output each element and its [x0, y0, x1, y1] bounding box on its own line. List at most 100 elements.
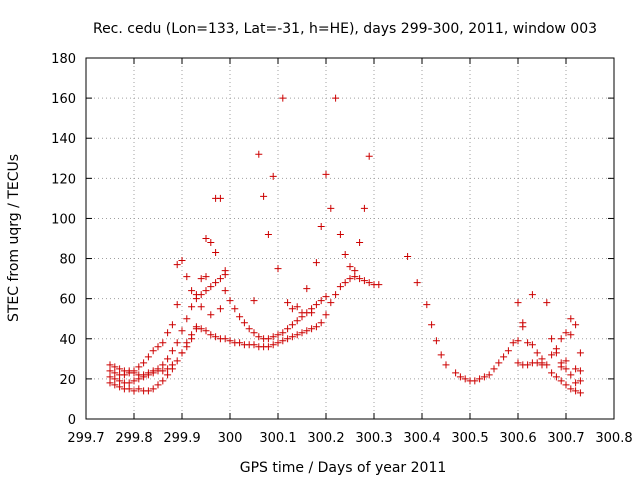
data-point [452, 369, 460, 377]
data-point [149, 385, 157, 393]
data-point [514, 359, 522, 367]
y-tick-label: 100 [51, 212, 76, 227]
data-point [543, 361, 551, 369]
data-point [572, 387, 580, 395]
data-point [106, 367, 114, 375]
data-point [202, 235, 210, 242]
data-point [567, 331, 575, 339]
data-point [548, 351, 556, 359]
data-point [183, 343, 191, 351]
data-point [567, 371, 575, 379]
data-point [476, 375, 484, 383]
data-point [572, 365, 580, 373]
data-point [192, 325, 200, 333]
data-point [159, 377, 167, 385]
data-point [111, 381, 119, 389]
data-point [240, 319, 248, 327]
data-point [212, 279, 220, 287]
y-tick-label: 160 [51, 92, 76, 107]
data-point [346, 275, 354, 283]
data-point [327, 204, 335, 212]
x-tick-label: 299.9 [163, 431, 200, 446]
data-point [221, 267, 229, 275]
chart-title: Rec. cedu (Lon=133, Lat=-31, h=HE), days… [93, 21, 597, 37]
data-point [255, 333, 263, 341]
data-point [351, 273, 359, 281]
data-point [207, 331, 215, 339]
y-tick-label: 140 [51, 132, 76, 147]
data-point [106, 379, 114, 387]
data-point [269, 341, 277, 349]
data-point [130, 369, 138, 377]
data-point [341, 251, 349, 259]
data-point [202, 287, 210, 295]
data-point [221, 287, 229, 295]
x-tick-label: 299.7 [67, 431, 104, 446]
data-point [528, 341, 536, 349]
data-point [284, 325, 292, 333]
data-point [140, 371, 148, 379]
data-point [250, 297, 258, 305]
data-point [500, 353, 508, 361]
data-point [250, 329, 258, 337]
y-tick-label: 180 [51, 52, 76, 67]
data-point [106, 373, 114, 381]
data-point [332, 291, 340, 299]
data-point [288, 321, 296, 329]
data-point [346, 263, 354, 271]
data-point [135, 363, 143, 371]
data-point [538, 359, 546, 367]
x-tick-label: 300.4 [403, 431, 440, 446]
data-point [312, 301, 320, 309]
grid [86, 58, 614, 419]
y-tick-label: 40 [59, 333, 76, 348]
data-point [336, 230, 344, 238]
data-point [212, 249, 220, 257]
data-point [552, 373, 560, 381]
data-point [279, 337, 287, 345]
data-point [562, 357, 570, 365]
data-point [293, 303, 301, 311]
data-point [183, 273, 191, 281]
data-point [207, 311, 215, 319]
data-point [557, 377, 565, 385]
data-point [154, 343, 162, 351]
data-point [288, 305, 296, 313]
data-point [437, 351, 445, 359]
data-point [111, 369, 119, 377]
data-point [226, 297, 234, 305]
data-point [159, 367, 167, 375]
data-point [485, 371, 493, 379]
data-point [312, 323, 320, 331]
data-point [471, 377, 479, 385]
data-point [332, 94, 340, 102]
data-point [428, 321, 436, 329]
x-tick-label: 300.7 [547, 431, 584, 446]
data-point [226, 337, 234, 345]
x-tick-label: 300.3 [355, 431, 392, 446]
data-point [125, 385, 133, 393]
x-tick-label: 300.1 [259, 431, 296, 446]
data-point [125, 379, 133, 387]
data-point [168, 347, 176, 355]
data-point [351, 267, 359, 275]
data-point [504, 347, 512, 355]
data-points [106, 94, 584, 397]
data-point [130, 387, 138, 395]
data-point [216, 275, 224, 283]
data-point [236, 313, 244, 321]
data-point [111, 375, 119, 383]
data-point [404, 253, 412, 261]
data-point [572, 379, 580, 387]
data-point [567, 385, 575, 393]
data-point [519, 319, 527, 327]
x-tick-label: 300 [218, 431, 243, 446]
data-point [202, 327, 210, 335]
data-point [274, 339, 282, 347]
data-point [514, 299, 522, 307]
data-point [557, 335, 565, 343]
data-point [202, 273, 210, 281]
y-tick-label: 60 [59, 293, 76, 308]
data-point [461, 375, 469, 383]
data-point [164, 329, 172, 337]
